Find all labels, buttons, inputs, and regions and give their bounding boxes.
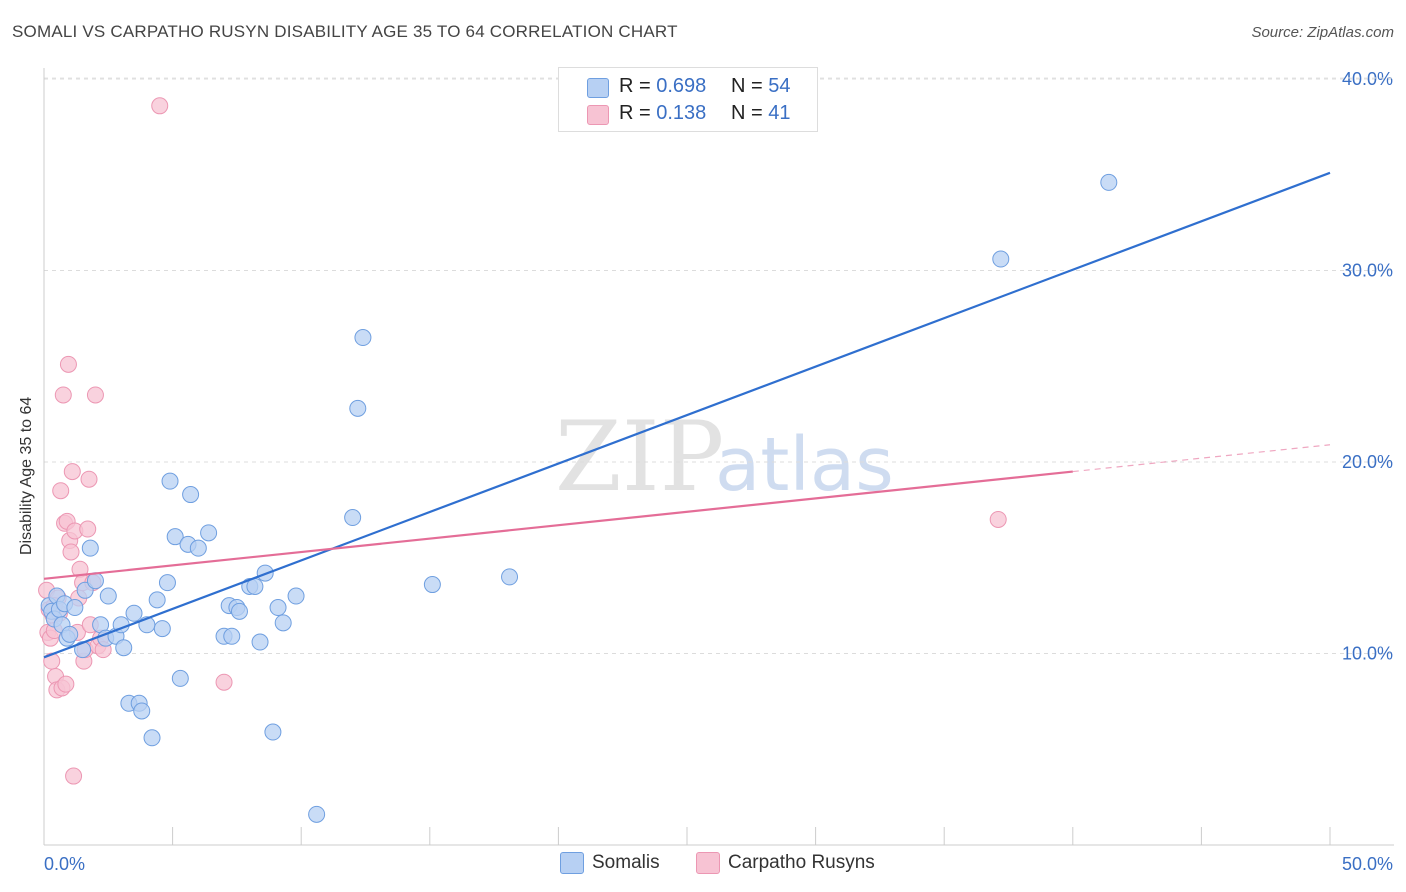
rusyn-trend-line — [43, 470, 1073, 580]
stats-legend: R = 0.698 N = 54 R = 0.138 N = 41 — [558, 67, 818, 132]
somali-point — [354, 329, 372, 347]
x-tick-label-min: 0.0% — [44, 854, 85, 874]
rusyn-point — [52, 482, 70, 500]
watermark-atlas: atlas — [715, 422, 894, 508]
somali-point — [1100, 173, 1118, 191]
somali-point — [99, 587, 117, 605]
legend-swatch-somalis — [587, 78, 609, 98]
rusyn-point — [215, 673, 233, 691]
source-label: Source: ZipAtlas.com — [1251, 24, 1394, 41]
somali-point — [344, 509, 362, 527]
somali-point — [161, 472, 179, 490]
somali-point — [133, 702, 151, 720]
somali-point — [61, 625, 79, 643]
x-tick-label-max: 50.0% — [1342, 854, 1393, 874]
chart-title: SOMALI VS CARPATHO RUSYN DISABILITY AGE … — [12, 22, 678, 41]
bottom-legend-label-rusyns: Carpatho Rusyns — [728, 852, 875, 873]
legend-row-somalis: R = 0.698 N = 54 — [559, 75, 817, 101]
somali-point — [251, 633, 269, 651]
somali-point — [189, 539, 207, 557]
rusyn-trend-extension — [1072, 444, 1331, 473]
watermark-zip: ZIP — [555, 401, 724, 513]
legend-r-value-somalis: 0.698 — [656, 75, 707, 97]
legend-r-value-rusyns: 0.138 — [656, 102, 707, 124]
somali-point — [81, 539, 99, 557]
rusyn-point — [65, 767, 83, 785]
somali-point — [158, 574, 176, 592]
somali-point — [992, 250, 1010, 268]
somali-point — [349, 399, 367, 417]
somali-point — [200, 524, 218, 542]
somali-point — [308, 805, 326, 823]
somali-point — [148, 591, 166, 609]
somali-point — [423, 576, 441, 594]
somali-point — [153, 620, 171, 638]
somali-point — [182, 486, 200, 504]
y-tick-label: 40.0% — [1342, 69, 1393, 89]
legend-n-somalis: N = 54 — [731, 75, 791, 97]
somali-point — [274, 614, 292, 632]
somali-point — [166, 528, 184, 546]
rusyn-point — [57, 675, 75, 693]
rusyn-point — [86, 386, 104, 404]
legend-row-rusyns: R = 0.138 N = 41 — [559, 102, 817, 128]
legend-swatch-rusyns — [587, 105, 609, 125]
somali-trend-line — [43, 171, 1331, 659]
legend-r-somalis: R = 0.698 — [619, 75, 707, 97]
legend-r-rusyns: R = 0.138 — [619, 102, 707, 124]
bottom-legend-swatch-somalis — [560, 852, 584, 874]
somali-point — [143, 729, 161, 747]
somali-point — [230, 602, 248, 620]
rusyn-point — [63, 463, 81, 481]
y-tick-label: 20.0% — [1342, 452, 1393, 472]
somali-point — [223, 627, 241, 645]
rusyn-point — [151, 97, 169, 115]
rusyn-point — [79, 520, 97, 538]
somali-point — [287, 587, 305, 605]
rusyn-point — [62, 543, 80, 561]
somali-point — [501, 568, 519, 586]
bottom-legend-label-somalis: Somalis — [592, 852, 660, 873]
rusyn-point — [80, 470, 98, 488]
somali-point — [269, 599, 287, 617]
legend-n-rusyns: N = 41 — [731, 102, 791, 124]
somali-point — [171, 669, 189, 687]
somali-point — [125, 604, 143, 622]
rusyn-point — [59, 355, 77, 373]
somali-point — [66, 599, 84, 617]
bottom-legend-swatch-rusyns — [696, 852, 720, 874]
rusyn-point — [989, 510, 1007, 528]
somali-point — [264, 723, 282, 741]
somali-point — [115, 639, 133, 657]
rusyn-point — [54, 386, 72, 404]
legend-n-value-rusyns: 41 — [768, 102, 791, 124]
legend-n-value-somalis: 54 — [768, 75, 791, 97]
y-tick-label: 10.0% — [1342, 644, 1393, 664]
y-tick-label: 30.0% — [1342, 261, 1393, 281]
